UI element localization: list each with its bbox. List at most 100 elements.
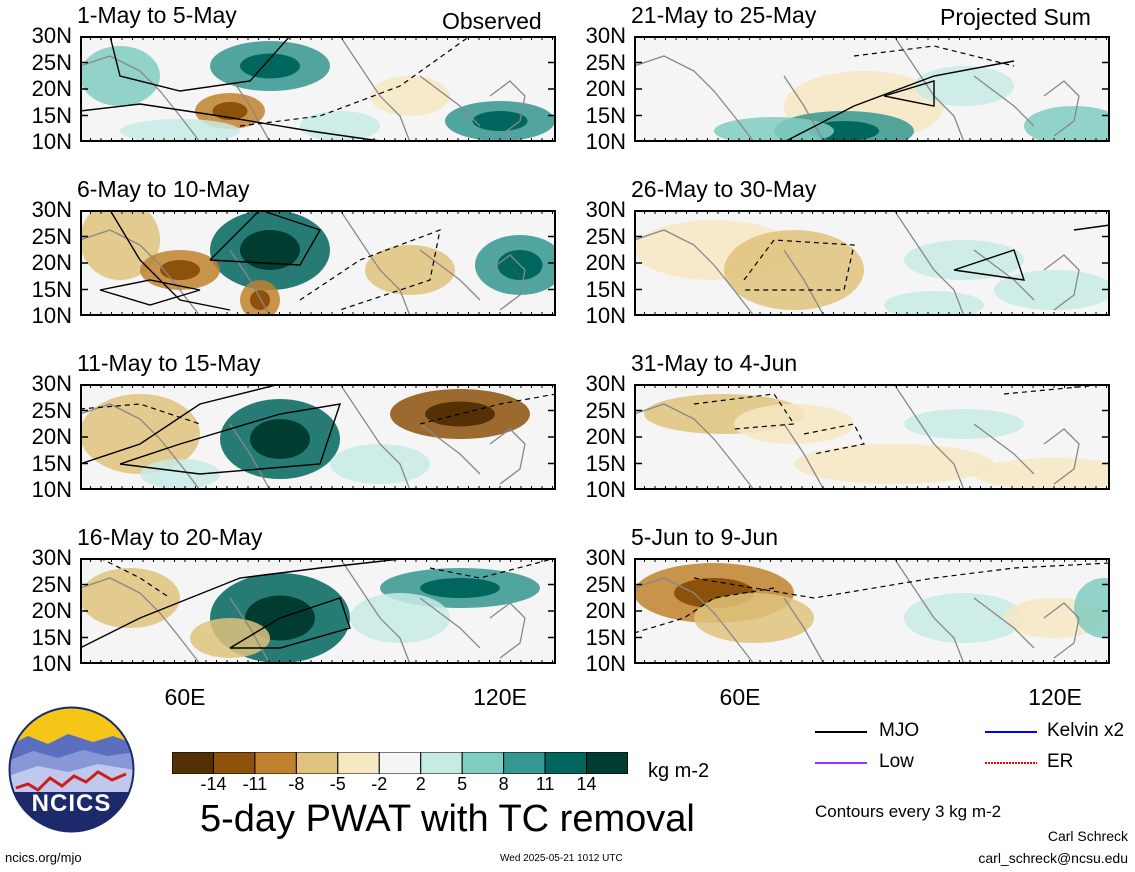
coastline — [634, 577, 755, 664]
pwat-anomaly-region — [634, 66, 754, 126]
coastline — [80, 577, 201, 664]
coastline — [80, 55, 201, 142]
lon-label-60e-left: 60E — [164, 684, 206, 710]
legend: MJO Kelvin x2 Low ER — [815, 720, 1125, 780]
lat-label: 30N — [31, 371, 72, 396]
panel-title: 6-May to 10-May — [77, 176, 250, 202]
mjo-contour-positive — [953, 249, 1026, 281]
coastline — [1043, 254, 1080, 311]
mjo-contour-negative — [80, 403, 201, 425]
map-panel — [80, 210, 556, 316]
lat-label: 25N — [585, 571, 626, 597]
coastline — [339, 36, 411, 142]
coastline — [229, 597, 271, 664]
lat-label: 15N — [31, 102, 72, 128]
mjo-contour-positive — [783, 60, 1015, 142]
footer-email[interactable]: carl_schreck@ncsu.edu — [978, 850, 1128, 866]
lat-label: 30N — [585, 545, 626, 570]
panel-title: 11-May to 15-May — [77, 350, 261, 376]
pwat-anomaly-region — [884, 291, 984, 316]
coastline — [419, 597, 481, 649]
pwat-anomaly-core — [250, 419, 310, 459]
coastline — [634, 55, 755, 142]
colorbar-swatch — [212, 752, 256, 774]
mjo-contour-positive — [109, 210, 231, 311]
mjo-contour-negative — [853, 45, 1015, 67]
panel-title: 1-May to 5-May — [77, 2, 237, 28]
lat-label: 20N — [31, 598, 72, 623]
lon-label-120e-right: 120E — [1028, 684, 1082, 710]
coastline — [489, 602, 526, 659]
pwat-anomaly-region — [370, 76, 450, 116]
pwat-anomaly-core — [420, 578, 500, 598]
lat-label: 25N — [585, 397, 626, 423]
pwat-anomaly-region — [904, 593, 1024, 643]
lat-label: 10N — [31, 477, 72, 502]
map-panel — [80, 384, 556, 490]
ncics-logo: NCICS — [8, 706, 135, 833]
lat-label: 30N — [31, 23, 72, 48]
lat-label: 30N — [31, 197, 72, 222]
pwat-anomaly-region — [140, 459, 220, 489]
lat-label: 20N — [585, 76, 626, 101]
coastline — [419, 75, 481, 127]
lat-label: 15N — [585, 276, 626, 302]
lat-label: 20N — [31, 424, 72, 449]
mjo-contour-positive — [80, 384, 281, 465]
lat-label: 30N — [585, 371, 626, 396]
lat-label: 15N — [585, 102, 626, 128]
colorbar-swatch — [503, 752, 546, 774]
panel-title: 16-May to 20-May — [77, 524, 263, 550]
observed-header: Observed — [442, 8, 542, 34]
lat-label: 20N — [31, 250, 72, 275]
mjo-contour-positive — [119, 403, 342, 475]
map-panel — [634, 36, 1110, 142]
coastline — [489, 254, 526, 311]
pwat-anomaly-core — [240, 230, 300, 270]
coastline — [229, 423, 271, 490]
coastline — [634, 403, 755, 490]
pwat-anomaly-region — [724, 230, 864, 310]
lat-label: 30N — [585, 23, 626, 48]
lat-label: 25N — [31, 397, 72, 423]
panel-title: 5-Jun to 9-Jun — [631, 524, 779, 550]
lat-label: 20N — [585, 250, 626, 275]
lat-label: 30N — [31, 545, 72, 570]
pwat-anomaly-region — [80, 568, 180, 628]
coastline — [783, 75, 825, 142]
legend-line-mjo — [815, 731, 867, 733]
pwat-anomaly-region — [1074, 578, 1110, 638]
mjo-contour-negative — [299, 229, 441, 311]
pwat-anomaly-core — [160, 260, 200, 280]
mjo-contour-negative — [693, 393, 796, 430]
lat-label: 10N — [585, 651, 626, 676]
colorbar-swatch — [420, 752, 463, 774]
mjo-contour-positive — [99, 279, 201, 306]
coastline — [973, 423, 1035, 475]
colorbar-swatch — [378, 752, 422, 774]
lat-label: 25N — [31, 571, 72, 597]
coastline — [973, 75, 1035, 127]
legend-label-er: ER — [1047, 751, 1074, 772]
lat-label: 10N — [31, 303, 72, 328]
colorbar-swatch — [295, 752, 339, 774]
coastline — [1043, 428, 1080, 485]
legend-line-er — [985, 762, 1037, 764]
contour-note: Contours every 3 kg m-2 — [815, 802, 1002, 821]
legend-line-kelvin — [985, 731, 1037, 733]
coastline — [229, 75, 271, 142]
lat-label: 10N — [585, 477, 626, 502]
colorbar-tick-label: -2 — [371, 774, 388, 794]
lat-label: 10N — [585, 303, 626, 328]
coastline — [419, 249, 481, 301]
footer-url[interactable]: ncics.org/mjo — [5, 850, 82, 865]
coastline — [419, 423, 481, 475]
legend-line-low — [815, 762, 867, 764]
pwat-anomaly-core — [240, 53, 300, 79]
lat-label: 15N — [31, 450, 72, 476]
map-panel — [80, 558, 556, 664]
colorbar-swatch — [254, 752, 297, 774]
lat-label: 15N — [585, 450, 626, 476]
coastline — [973, 597, 1035, 649]
mjo-contour-positive — [883, 80, 935, 107]
